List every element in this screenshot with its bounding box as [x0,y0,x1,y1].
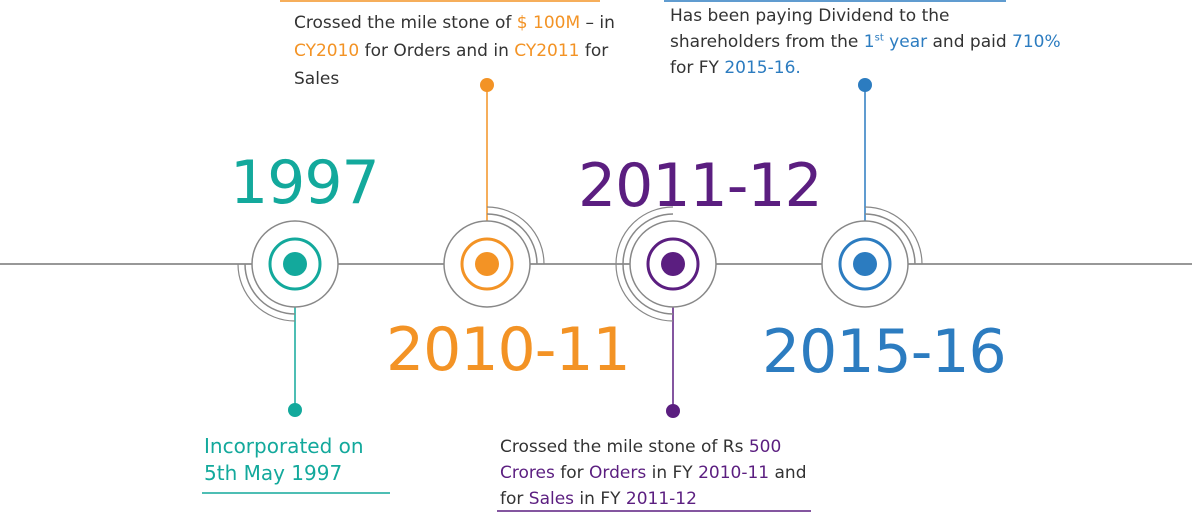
hl-fy-2010-11: 2010-11 [698,463,770,483]
desc-2015-16: Has been paying Dividend to the sharehol… [670,6,1061,78]
desc-2011-12: Crossed the mile stone of Rs 500 Crores … [500,437,807,509]
hl-1st: 1 [863,32,875,52]
hl-orders: Orders [589,463,647,483]
hl-sales: Sales [528,489,575,509]
year-2015-16: 2015-16 [762,317,1007,387]
dot-2010-11 [475,252,499,276]
hl-cy2010: CY2010 [294,41,360,61]
desc-1997-line1: Incorporated on [204,434,364,458]
hl-500: 500 [748,437,782,457]
desc-1997: Incorporated on 5th May 1997 [204,433,404,487]
hl-cy2011: CY2011 [514,41,580,61]
end-dot-1997 [288,403,302,417]
year-2010-11: 2010-11 [386,315,631,385]
year-1997: 1997 [230,148,380,218]
dot-2011-12 [661,252,685,276]
hl-year: year [883,32,928,52]
hl-fy-2015-16: 2015-16. [724,58,801,78]
hl-710: 710% [1012,32,1061,52]
hl-crores: Crores [500,463,555,483]
end-dot-2011-12 [666,404,680,418]
desc-1997-line2: 5th May 1997 [204,461,343,485]
dot-2015-16 [853,252,877,276]
outer-arc-1997 [244,263,296,315]
hl-st-sup: st [874,32,884,44]
node-1997 [237,220,339,417]
desc-2010-11: Crossed the mile stone of $ 100M – in CY… [294,13,615,89]
node-2010-11 [443,78,545,308]
hl-fy-2011-12: 2011-12 [625,489,697,509]
hl-100m: $ 100M [516,13,581,33]
node-2011-12 [615,206,717,418]
end-dot-2015-16 [858,78,872,92]
year-2011-12: 2011-12 [578,151,823,221]
dot-1997 [283,252,307,276]
node-2015-16 [821,78,923,308]
end-dot-2010-11 [480,78,494,92]
